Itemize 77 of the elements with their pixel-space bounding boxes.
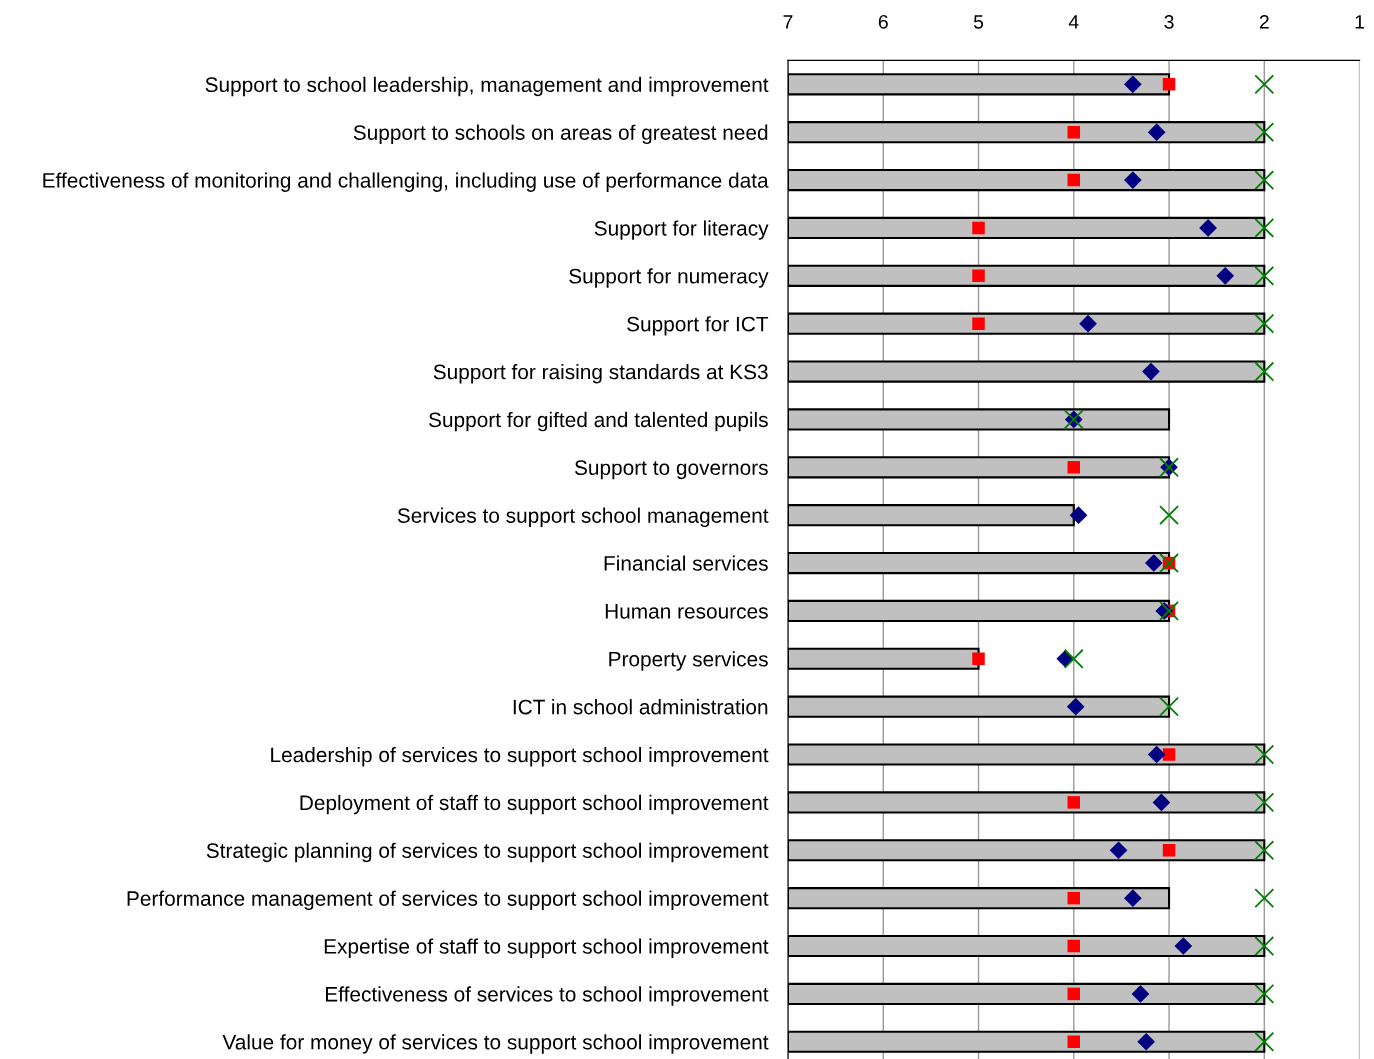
point bbox=[1124, 171, 1142, 189]
point bbox=[1131, 985, 1150, 1003]
y-tick-label: Support for numeracy bbox=[569, 268, 769, 288]
point bbox=[1174, 937, 1193, 955]
point bbox=[1254, 361, 1275, 382]
y-tick-label: Support for raising standards at KS3 bbox=[433, 363, 768, 384]
point bbox=[1142, 362, 1160, 381]
point bbox=[1067, 1035, 1081, 1049]
point bbox=[1254, 1031, 1275, 1052]
point bbox=[1069, 506, 1088, 524]
point bbox=[972, 269, 985, 283]
y-tick-label: Property services bbox=[609, 651, 768, 671]
point bbox=[1216, 266, 1235, 285]
x-tick-label: 5 bbox=[973, 15, 984, 29]
y-tick-label: Services to support school management bbox=[397, 507, 769, 528]
y-tick-label: Financial services bbox=[604, 555, 768, 571]
point bbox=[1254, 983, 1275, 1004]
x-tick-label: 3 bbox=[1164, 14, 1174, 29]
y-tick-label: Leadership of services to support school improvement bbox=[271, 746, 769, 767]
point bbox=[1254, 936, 1275, 956]
point bbox=[1159, 696, 1179, 717]
y-tick-label: Effectiveness of monitoring and challenging, including use of performance data bbox=[43, 172, 769, 192]
point bbox=[1067, 891, 1081, 905]
point bbox=[1162, 748, 1176, 761]
point bbox=[1124, 889, 1142, 907]
point bbox=[1199, 219, 1217, 237]
y-tick-label: Support for gifted and talented pupils bbox=[429, 411, 768, 432]
point bbox=[1109, 841, 1128, 860]
point bbox=[1254, 265, 1275, 286]
point bbox=[1063, 648, 1084, 669]
x-tick-label: 1 bbox=[1355, 15, 1365, 29]
point bbox=[1147, 123, 1166, 142]
point bbox=[1067, 987, 1081, 1001]
point bbox=[1254, 217, 1275, 238]
y-tick-label: Effectiveness of services to school improvement bbox=[326, 986, 769, 1006]
point bbox=[1254, 122, 1275, 143]
point bbox=[1144, 554, 1163, 572]
point bbox=[1067, 173, 1081, 187]
y-tick-label: Support to schools on areas of greatest need bbox=[353, 124, 768, 145]
point bbox=[1254, 888, 1275, 909]
point bbox=[972, 652, 985, 666]
point bbox=[1254, 792, 1275, 813]
point bbox=[1162, 844, 1176, 857]
x-tick-label: 2 bbox=[1259, 14, 1269, 29]
y-tick-label: Deployment of staff to support school improvement bbox=[300, 794, 769, 815]
point bbox=[1079, 314, 1097, 333]
y-tick-label: Value for money of services to support school improvement bbox=[222, 1034, 769, 1054]
point bbox=[1137, 1032, 1156, 1051]
point bbox=[1152, 793, 1171, 812]
y-tick-label: Support to school leadership, management and improvement bbox=[205, 76, 769, 97]
y-tick-label: Human resources bbox=[605, 604, 768, 619]
y-tick-label: Strategic planning of services to support school improvement bbox=[206, 842, 769, 863]
point bbox=[1162, 78, 1176, 91]
point bbox=[972, 221, 985, 235]
y-tick-label: ICT in school administration bbox=[513, 699, 768, 715]
point bbox=[1147, 745, 1166, 764]
point bbox=[1254, 840, 1275, 861]
point bbox=[1159, 505, 1179, 526]
point bbox=[1067, 461, 1081, 474]
y-tick-label: Performance management of services to support school improvement bbox=[127, 890, 769, 911]
point bbox=[1067, 939, 1081, 953]
x-tick-label: 6 bbox=[878, 14, 888, 29]
point bbox=[1254, 744, 1275, 765]
x-tick-label: 7 bbox=[783, 15, 793, 29]
x-tick-label: 4 bbox=[1068, 15, 1079, 29]
point bbox=[1066, 697, 1085, 716]
y-tick-label: Support for literacy bbox=[594, 220, 769, 240]
point bbox=[1254, 74, 1275, 95]
y-tick-label: Support to governors bbox=[574, 460, 768, 480]
point bbox=[1254, 313, 1275, 334]
point bbox=[1067, 125, 1081, 139]
point bbox=[1124, 75, 1142, 94]
point bbox=[972, 317, 985, 330]
point bbox=[1067, 796, 1081, 809]
y-tick-label: Support for ICT bbox=[627, 316, 769, 336]
y-tick-label: Expertise of staff to support school improvement bbox=[324, 938, 769, 958]
point bbox=[1254, 170, 1275, 190]
